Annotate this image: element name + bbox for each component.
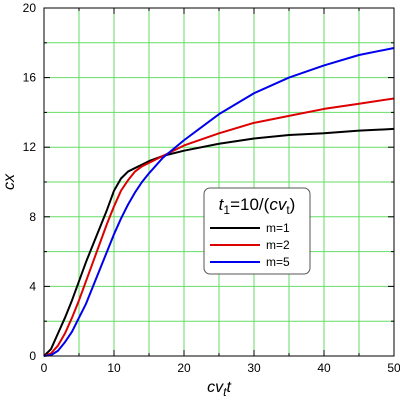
y-tick-label: 8 xyxy=(29,210,36,224)
x-tick-label: 10 xyxy=(107,361,121,375)
legend-label-3: m=5 xyxy=(266,255,290,269)
x-tick-label: 30 xyxy=(247,361,261,375)
tick-label-group: 0 10 20 30 40 50 0 4 8 12 16 20 xyxy=(23,1,400,375)
y-axis-label: cx xyxy=(1,173,18,190)
y-tick-label: 12 xyxy=(23,140,37,154)
series-line-2 xyxy=(43,97,395,357)
legend-title: t1=10/(cvt) xyxy=(219,195,296,217)
legend-label-1: m=1 xyxy=(266,221,290,235)
y-tick-label: 4 xyxy=(29,279,36,293)
x-tick-label: 0 xyxy=(41,361,48,375)
legend-label-2: m=2 xyxy=(266,238,290,252)
y-tick-label: 20 xyxy=(23,1,37,15)
series-group xyxy=(43,47,395,357)
x-tick-label: 40 xyxy=(317,361,331,375)
series-line-3 xyxy=(43,47,395,357)
series-line-1 xyxy=(43,127,395,357)
x-tick-label: 50 xyxy=(387,361,400,375)
y-tick-label: 0 xyxy=(29,349,36,363)
y-tick-label: 16 xyxy=(23,71,37,85)
legend: t1=10/(cvt) m=1 m=2 m=5 xyxy=(203,187,311,275)
x-axis-label: cvtt xyxy=(207,379,231,399)
x-tick-label: 20 xyxy=(177,361,191,375)
legend-box xyxy=(203,187,311,275)
legend-items: m=1 m=2 m=5 xyxy=(210,221,290,269)
tick-group xyxy=(43,7,395,357)
